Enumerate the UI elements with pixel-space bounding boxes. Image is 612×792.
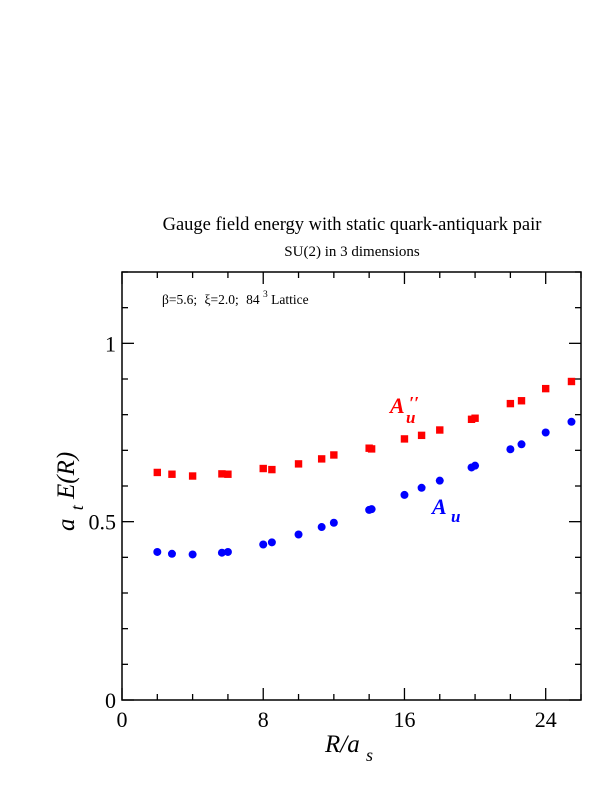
data-point-a-u	[217, 548, 226, 557]
data-point-a-u	[267, 538, 276, 547]
data-point-a-double-prime-u	[471, 414, 479, 422]
x-axis-label-sub: s	[366, 745, 373, 765]
data-point-a-double-prime-u	[367, 445, 376, 453]
marks-layer	[153, 377, 576, 559]
data-point-a-u	[400, 490, 409, 499]
xi-text: ξ=2.0;	[204, 292, 238, 307]
lattice-base: 84	[246, 292, 260, 307]
data-point-a-u	[259, 540, 268, 549]
data-point-a-u	[294, 530, 303, 539]
data-point-a-double-prime-u	[436, 426, 444, 434]
data-point-a-double-prime-u	[218, 470, 226, 478]
data-point-a-u	[506, 445, 515, 454]
beta-text: β=5.6;	[162, 292, 197, 307]
series-label-a-u: A u	[430, 494, 460, 526]
data-point-a-u	[367, 505, 376, 514]
data-point-a-u	[435, 476, 444, 485]
chart-subtitle: SU(2) in 3 dimensions	[284, 244, 420, 260]
data-point-a-double-prime-u	[330, 451, 338, 459]
y-axis-label-a: a	[53, 519, 80, 532]
data-point-a-u	[541, 428, 550, 437]
y-axis-label-sub: t	[67, 504, 87, 510]
data-point-a-double-prime-u	[168, 470, 176, 478]
data-point-a-double-prime-u	[567, 377, 576, 386]
series-label-a-double-prime-u: A ′′ u	[388, 389, 425, 427]
data-point-a-u	[567, 417, 576, 426]
lattice-suffix: Lattice	[271, 292, 308, 307]
data-point-a-u	[188, 550, 197, 559]
y-tick-label: 0	[105, 688, 116, 713]
chart-title: Gauge field energy with static quark-ant…	[163, 215, 542, 235]
y-tick-label: 1	[105, 331, 116, 356]
lattice-exponent: 3	[263, 290, 268, 300]
data-point-a-u	[153, 547, 162, 556]
ticks-layer: 0 8 16 24 0 0.5 1	[89, 271, 582, 732]
data-point-a-double-prime-u	[259, 464, 267, 473]
series-label-a-double-prime-u-main: A	[388, 393, 404, 418]
data-point-a-u	[417, 483, 426, 492]
data-point-a-u	[329, 518, 338, 527]
data-point-a-double-prime-u	[153, 468, 162, 477]
series-label-a-double-prime-u-sub: u	[406, 408, 415, 427]
x-tick-label: 16	[393, 707, 415, 732]
data-point-a-u	[317, 523, 326, 532]
data-point-a-double-prime-u	[506, 399, 515, 408]
data-point-a-double-prime-u	[541, 384, 550, 393]
plot-frame	[121, 271, 582, 701]
x-axis-label-main: R/a	[324, 731, 360, 758]
data-point-a-double-prime-u	[294, 460, 303, 468]
data-point-a-double-prime-u	[268, 465, 276, 474]
data-point-a-u	[517, 440, 526, 449]
series-label-a-double-prime-u-prime: ′′	[409, 393, 419, 413]
y-axis-label: a t E(R)	[53, 452, 89, 531]
series-label-a-u-sub: u	[451, 507, 460, 526]
data-point-a-double-prime-u	[224, 470, 232, 478]
data-point-a-double-prime-u	[317, 455, 326, 463]
data-point-a-u	[471, 461, 480, 470]
series-label-a-u-main: A	[430, 494, 446, 519]
y-axis-label-rest: E(R)	[53, 452, 80, 500]
x-axis-label: R/a s	[324, 731, 373, 765]
y-tick-label: 0.5	[89, 510, 117, 535]
data-point-a-u	[223, 547, 232, 556]
lattice-annotation: β=5.6; ξ=2.0; 84 3 Lattice	[162, 285, 309, 307]
data-point-a-u	[167, 549, 176, 558]
x-tick-label: 24	[535, 707, 557, 732]
data-point-a-double-prime-u	[188, 472, 197, 480]
data-point-a-double-prime-u	[400, 435, 409, 443]
data-point-a-double-prime-u	[517, 397, 526, 405]
data-point-a-double-prime-u	[417, 431, 426, 440]
x-tick-label: 0	[117, 707, 128, 732]
x-tick-label: 8	[258, 707, 269, 732]
